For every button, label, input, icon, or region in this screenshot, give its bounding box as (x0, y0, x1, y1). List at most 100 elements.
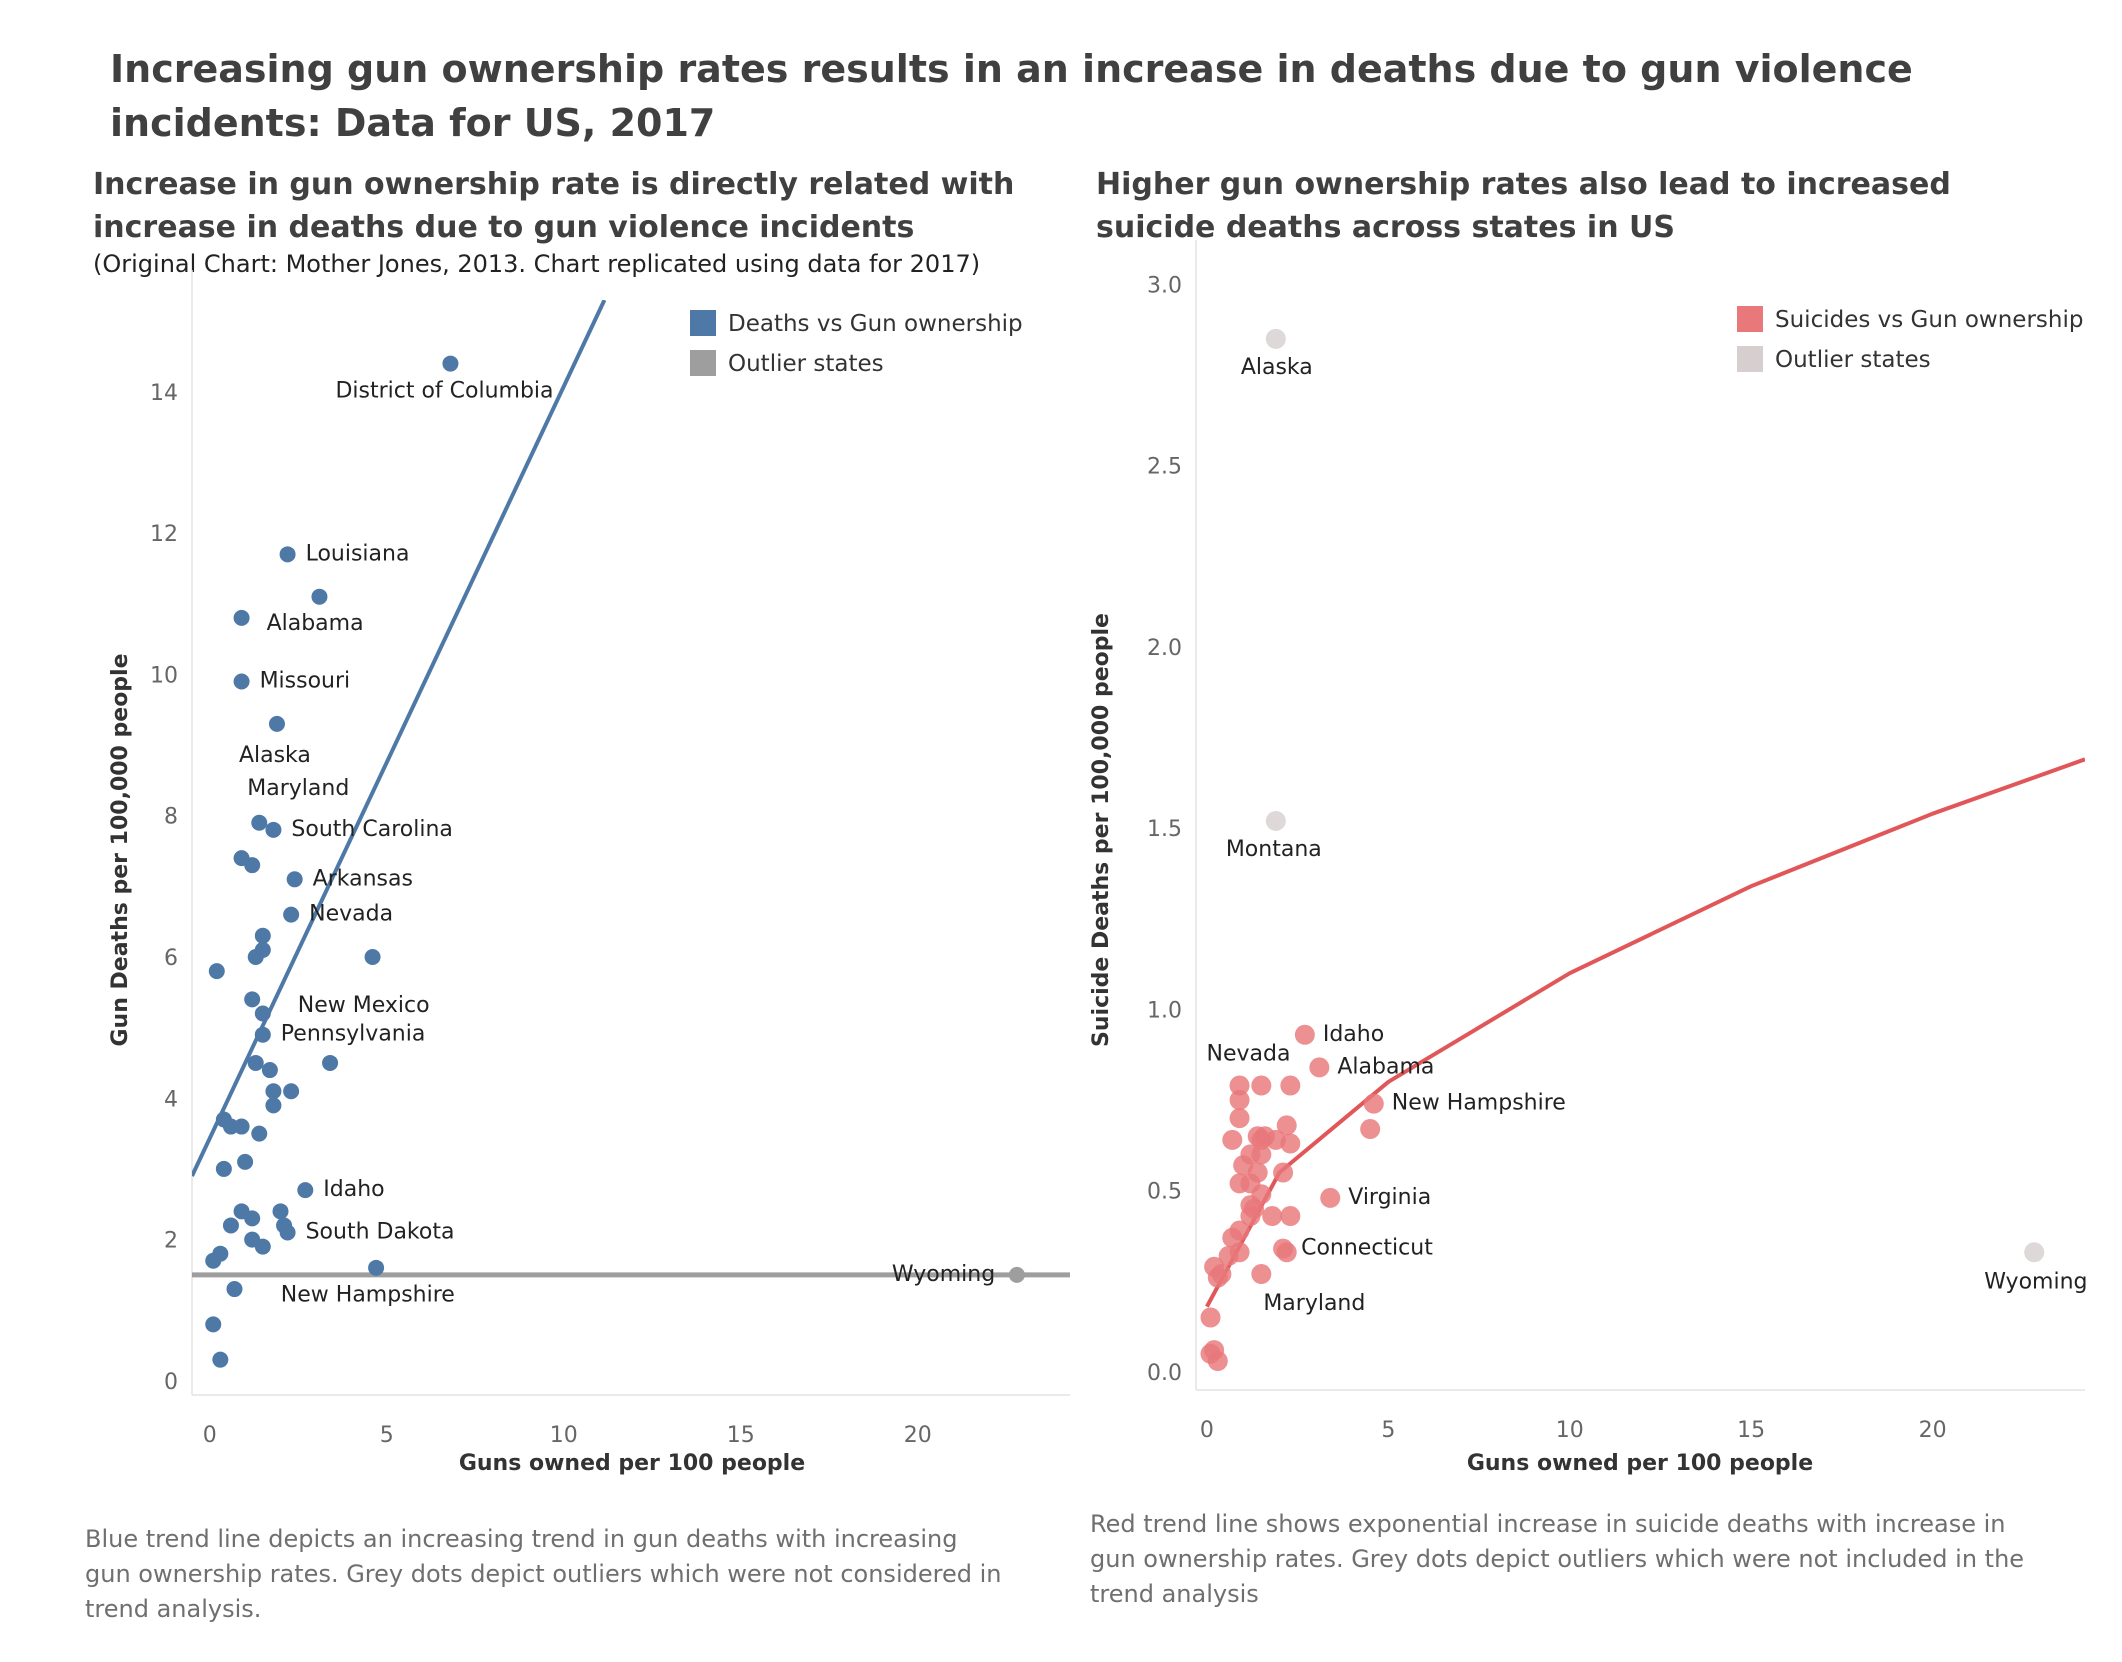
x-tick-label: 20 (904, 1423, 932, 1448)
y-tick-label: 6 (164, 946, 178, 971)
x-tick-label: 5 (1381, 1418, 1395, 1443)
deaths-vs-gun-ownership-point (272, 1203, 289, 1220)
suicides-vs-gun-ownership-point (1229, 1075, 1250, 1096)
y-axis-title: Gun Deaths per 100,000 people (108, 653, 133, 1046)
suicides-vs-gun-ownership-point (1222, 1129, 1243, 1150)
legend-swatch-outlier-states (1737, 346, 1763, 372)
suicides-vs-gun-ownership-point (1251, 1264, 1272, 1285)
deaths-vs-gun-ownership-point (233, 673, 250, 690)
deaths-vs-gun-ownership-point (311, 588, 328, 605)
suicides-vs-gun-ownership-point (1229, 1090, 1250, 1111)
x-tick-label: 10 (1556, 1418, 1584, 1443)
deaths-vs-gun-ownership-point (265, 821, 282, 838)
deaths-vs-gun-ownership-point (244, 1210, 261, 1227)
left-chart-title: Increase in gun ownership rate is direct… (93, 167, 1015, 245)
y-tick-label: 14 (150, 381, 178, 406)
deaths-vs-gun-ownership-point (244, 857, 261, 874)
legend-swatch-outlier-states (690, 350, 716, 376)
legend-label-deaths-vs-gun-ownership: Deaths vs Gun ownership (728, 311, 1023, 337)
x-tick-label: 10 (550, 1423, 578, 1448)
deaths-vs-gun-ownership-point (237, 1153, 254, 1170)
suicides-vs-gun-ownership-point (1363, 1093, 1384, 1114)
deaths-vs-gun-ownership-point (268, 715, 285, 732)
deaths-vs-gun-ownership-point (286, 871, 303, 888)
state-label-virginia: Virginia (1348, 1185, 1431, 1210)
x-axis-title: Guns owned per 100 people (1467, 1451, 1813, 1476)
legend-label-suicides-vs-gun-ownership: Suicides vs Gun ownership (1775, 307, 2083, 333)
suicides-vs-gun-ownership-point (1262, 1206, 1283, 1227)
deaths-vs-gun-ownership-point (283, 1083, 300, 1100)
y-tick-label: 2.5 (1147, 455, 1182, 480)
deaths-vs-gun-ownership-point (254, 1238, 271, 1255)
state-label-pennsylvania: Pennsylvania (281, 1022, 426, 1047)
deaths-vs-gun-ownership-point (265, 1083, 282, 1100)
deaths-vs-gun-ownership-point (261, 1062, 278, 1079)
state-label-idaho: Idaho (323, 1177, 384, 1202)
deaths-vs-gun-ownership-point (215, 1160, 232, 1177)
x-tick-label: 15 (727, 1423, 755, 1448)
suicides-vs-gun-ownership-point (1360, 1119, 1381, 1140)
suicides-vs-gun-ownership-point (1240, 1206, 1261, 1227)
deaths-vs-gun-ownership-point (254, 1026, 271, 1043)
suicides-vs-gun-ownership-point (1207, 1267, 1228, 1288)
y-tick-label: 1.5 (1147, 817, 1182, 842)
y-axis-title: Suicide Deaths per 100,000 people (1089, 613, 1114, 1047)
deaths-vs-gun-ownership-point (233, 1118, 250, 1135)
deaths-vs-gun-ownership-point (233, 609, 250, 626)
state-label-nevada: Nevada (1207, 1042, 1291, 1067)
state-label-missouri: Missouri (260, 668, 351, 693)
x-tick-label: 0 (1200, 1418, 1214, 1443)
suicides-vs-gun-ownership-point (1229, 1108, 1250, 1129)
deaths-vs-gun-ownership-point (247, 1054, 264, 1071)
state-label-wyoming: Wyoming (1984, 1269, 2087, 1294)
suicides-vs-gun-ownership-point (1320, 1187, 1341, 1208)
state-label-alaska: Alaska (239, 743, 311, 768)
deaths-vs-gun-ownership-point (251, 814, 268, 831)
deaths-vs-gun-ownership-point (279, 546, 296, 563)
state-label-new-hampshire: New Hampshire (1392, 1091, 1566, 1116)
y-tick-label: 10 (150, 663, 178, 688)
legend-swatch-suicides-vs-gun-ownership (1737, 306, 1763, 332)
suicides-vs-gun-ownership-point (1280, 1133, 1301, 1154)
deaths-vs-gun-ownership-point (265, 1097, 282, 1114)
deaths-vs-gun-ownership-point (254, 927, 271, 944)
outlier-states-point (2024, 1242, 2045, 1263)
state-label-wyoming: Wyoming (892, 1262, 995, 1287)
suicides-vs-gun-ownership-point (1280, 1075, 1301, 1096)
suicides-vs-gun-ownership-point (1294, 1024, 1315, 1045)
state-label-montana: Montana (1226, 837, 1322, 862)
state-label-district-of-columbia: District of Columbia (335, 379, 553, 404)
suicides-vs-gun-ownership-point (1251, 1075, 1272, 1096)
state-label-new-mexico: New Mexico (298, 993, 430, 1018)
deaths-vs-gun-ownership-point (364, 949, 381, 965)
state-label-idaho: Idaho (1323, 1022, 1384, 1047)
y-tick-label: 2.0 (1147, 636, 1182, 661)
y-tick-label: 8 (164, 805, 178, 830)
deaths-vs-gun-ownership-point (283, 906, 300, 923)
suicides-vs-gun-ownership-point (1276, 1115, 1297, 1136)
deaths-vs-gun-ownership-point (212, 1351, 229, 1368)
deaths-vs-gun-ownership-point (222, 1217, 239, 1234)
state-label-new-hampshire: New Hampshire (281, 1283, 455, 1308)
legend-label-outlier-states: Outlier states (1775, 347, 1931, 373)
outlier-states-point (1265, 810, 1286, 831)
state-label-alabama: Alabama (267, 611, 364, 636)
state-label-south-dakota: South Dakota (306, 1220, 455, 1245)
suicides-vs-gun-ownership-point (1251, 1144, 1272, 1165)
deaths-vs-gun-ownership-point (247, 949, 264, 965)
x-tick-label: 20 (1919, 1418, 1947, 1443)
state-label-louisiana: Louisiana (306, 541, 410, 566)
page-title: Increasing gun ownership rates results i… (110, 47, 1913, 145)
suicides-vs-gun-ownership-point (1280, 1206, 1301, 1227)
suicides-vs-gun-ownership-point (1273, 1162, 1294, 1183)
state-label-alabama: Alabama (1337, 1054, 1434, 1079)
state-label-nevada: Nevada (309, 902, 393, 927)
deaths-vs-gun-ownership-point (442, 355, 459, 372)
outlier-states-point (1008, 1266, 1025, 1283)
state-label-alaska: Alaska (1241, 355, 1313, 380)
y-tick-label: 1.0 (1147, 998, 1182, 1023)
deaths-vs-gun-ownership-point (208, 963, 225, 980)
suicides-vs-gun-ownership-point (1229, 1173, 1250, 1194)
deaths-vs-gun-ownership-point (368, 1259, 385, 1276)
